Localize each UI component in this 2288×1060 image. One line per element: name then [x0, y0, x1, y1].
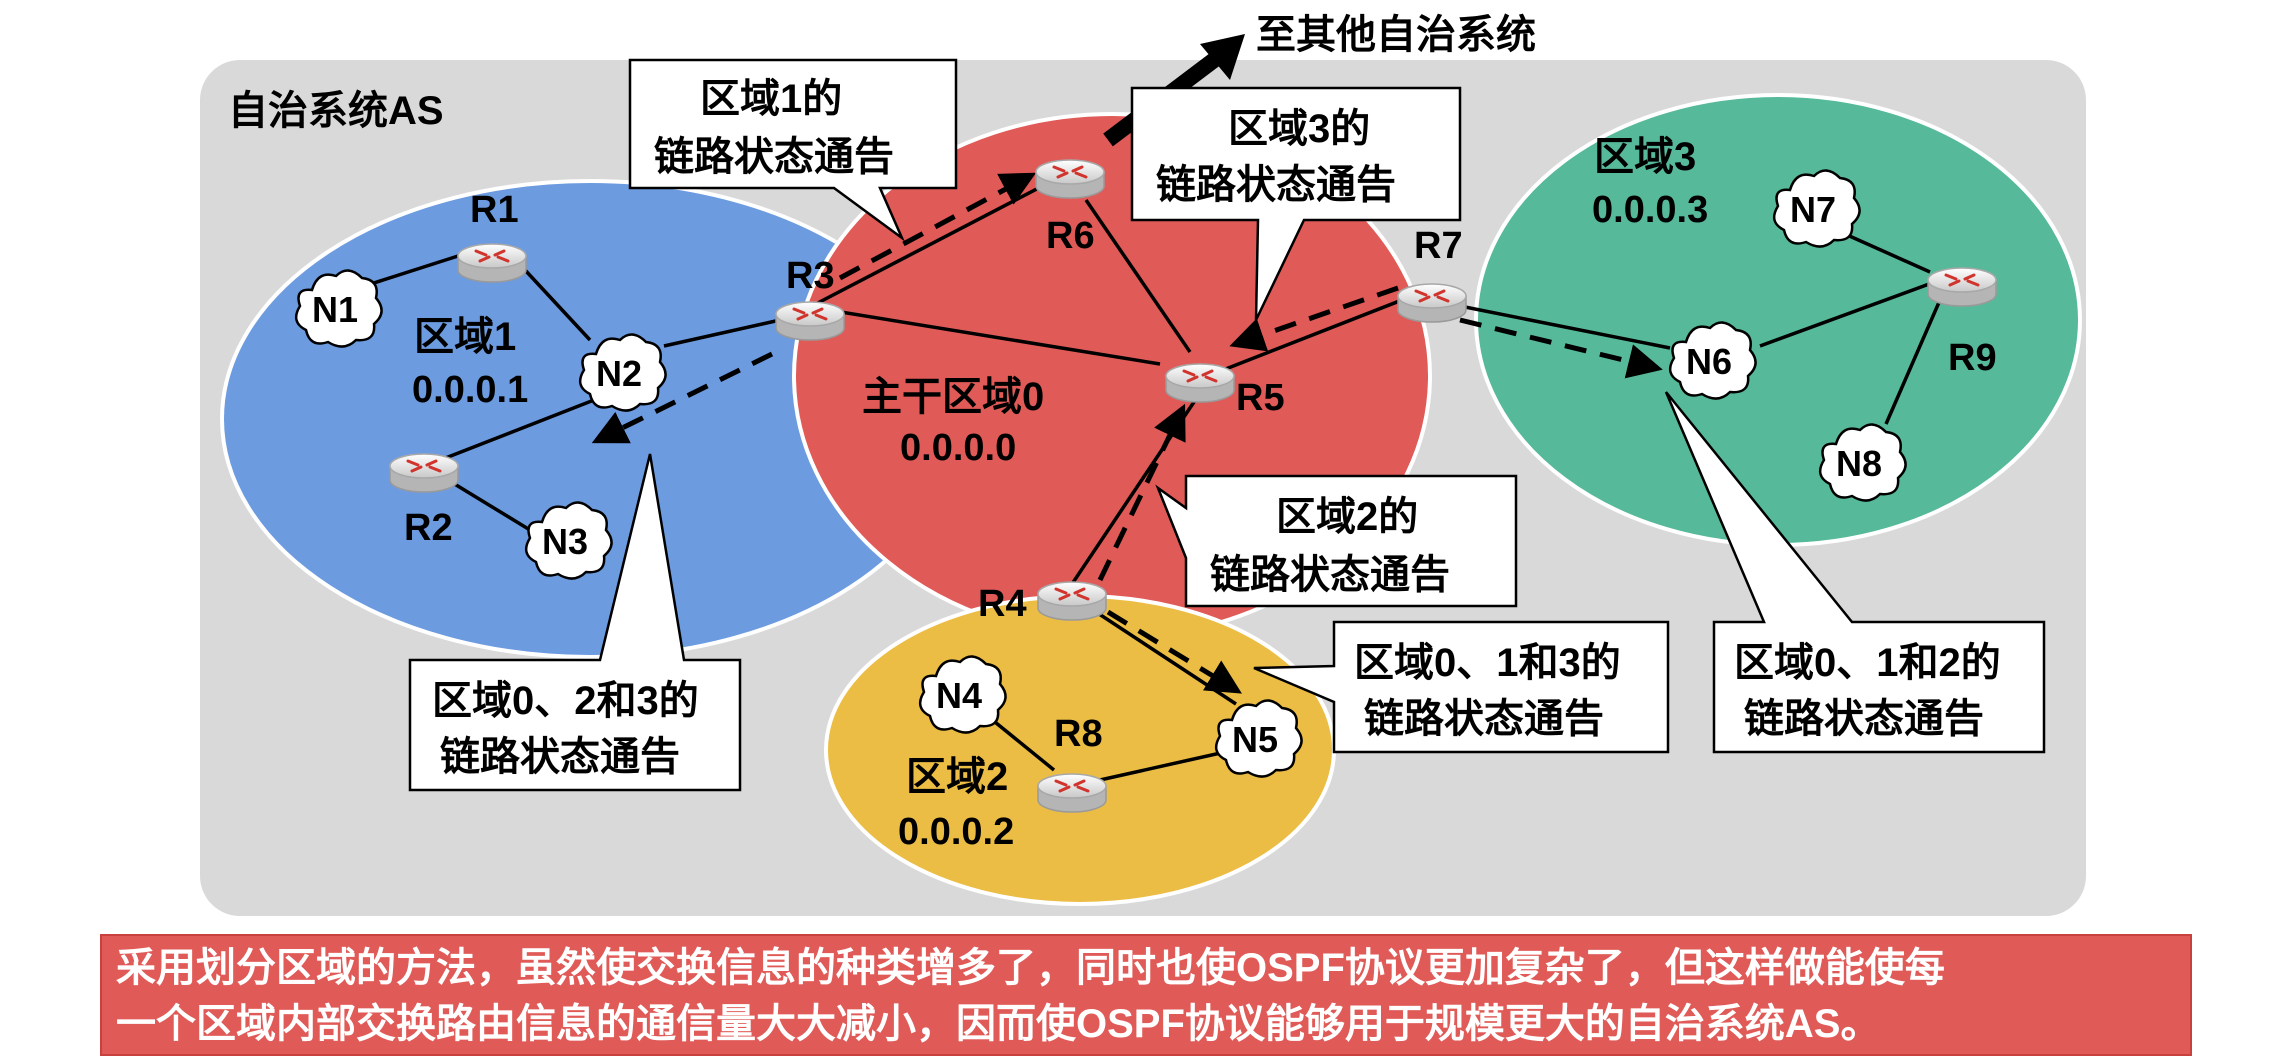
callout-to-area2-line1: 区域0、1和3的	[1354, 641, 1621, 685]
router-label-r8: R8	[1054, 713, 1103, 755]
area2-id: 0.0.0.2	[898, 811, 1014, 853]
network-n3: N3	[524, 501, 613, 580]
callout-area1-lsa: 区域1的 链路状态通告	[628, 58, 958, 242]
network-label-n4: N4	[936, 675, 982, 716]
router-r8	[1036, 772, 1108, 814]
footer-note: 采用划分区域的方法，虽然使交换信息的种类增多了，同时也使OSPF协议更加复杂了，…	[100, 934, 2192, 1056]
callout-to-area3-line1: 区域0、1和2的	[1734, 641, 2001, 685]
as-label: 自治系统AS	[228, 89, 444, 133]
network-n8: N8	[1818, 423, 1907, 502]
router-r6	[1034, 158, 1106, 200]
network-label-n7: N7	[1790, 189, 1836, 230]
router-label-r5: R5	[1236, 377, 1285, 419]
area3-id: 0.0.0.3	[1592, 189, 1708, 231]
callout-area1-lsa-line1: 区域1的	[700, 77, 842, 121]
router-r3	[774, 300, 846, 342]
router-label-r1: R1	[470, 189, 519, 231]
callout-to-area1-line2: 链路状态通告	[440, 735, 680, 779]
network-n2: N2	[578, 333, 667, 412]
callout-to-area2-line2: 链路状态通告	[1364, 697, 1604, 741]
router-r7	[1396, 282, 1468, 324]
network-n7: N7	[1772, 169, 1861, 248]
callout-area2-lsa: 区域2的 链路状态通告	[1155, 474, 1518, 608]
area0-id: 0.0.0.0	[900, 427, 1016, 469]
callout-to-area1-line1: 区域0、2和3的	[432, 679, 699, 723]
area3-ellipse	[1474, 93, 2082, 547]
callout-area3-lsa-line1: 区域3的	[1228, 107, 1370, 151]
router-r9	[1926, 266, 1998, 308]
callout-to-area3: 区域0、1和2的 链路状态通告	[1664, 391, 2046, 754]
router-label-r6: R6	[1046, 215, 1095, 257]
footer-line-2: 一个区域内部交换路由信息的通信量大大减小，因而使OSPF协议能够用于规模更大的自…	[116, 1002, 1881, 1046]
network-n4: N4	[918, 655, 1007, 734]
callout-area1-lsa-line2: 链路状态通告	[654, 135, 894, 179]
network-label-n1: N1	[312, 289, 358, 330]
callout-area3-lsa-line2: 链路状态通告	[1156, 163, 1396, 207]
callout-to-area2: 区域0、1和3的 链路状态通告	[1253, 620, 1670, 754]
router-r4	[1036, 580, 1108, 622]
area2-name: 区域2	[906, 755, 1008, 799]
to-other-as-arrowhead	[1200, 34, 1245, 80]
router-label-r9: R9	[1948, 337, 1997, 379]
router-r2	[388, 452, 460, 494]
network-n6: N6	[1668, 321, 1757, 400]
network-n5: N5	[1214, 699, 1303, 778]
router-label-r3: R3	[786, 255, 835, 297]
router-label-r2: R2	[404, 507, 453, 549]
network-label-n2: N2	[596, 353, 642, 394]
callout-area3-lsa: 区域3的 链路状态通告	[1130, 86, 1462, 321]
router-r1	[456, 242, 528, 284]
router-label-r7: R7	[1414, 225, 1463, 267]
lsa-arrows	[591, 172, 1663, 694]
callout-to-area1: 区域0、2和3的 链路状态通告	[408, 453, 742, 792]
area1-id: 0.0.0.1	[412, 369, 528, 411]
router-r5	[1164, 362, 1236, 404]
footer-line-1: 采用划分区域的方法，虽然使交换信息的种类增多了，同时也使OSPF协议更加复杂了，…	[116, 946, 1945, 990]
top-label: 至其他自治系统	[1256, 13, 1536, 57]
callout-area2-lsa-line2: 链路状态通告	[1210, 553, 1450, 597]
router-label-r4: R4	[978, 583, 1027, 625]
area3-name: 区域3	[1594, 135, 1696, 179]
network-label-n6: N6	[1686, 341, 1732, 382]
area1-name: 区域1	[414, 315, 516, 359]
network-label-n3: N3	[542, 521, 588, 562]
network-label-n5: N5	[1232, 719, 1278, 760]
network-n1: N1	[294, 269, 383, 348]
area0-name: 主干区域0	[862, 375, 1044, 419]
network-label-n8: N8	[1836, 443, 1882, 484]
callout-to-area3-line2: 链路状态通告	[1744, 697, 1984, 741]
callout-area2-lsa-line1: 区域2的	[1276, 495, 1418, 539]
